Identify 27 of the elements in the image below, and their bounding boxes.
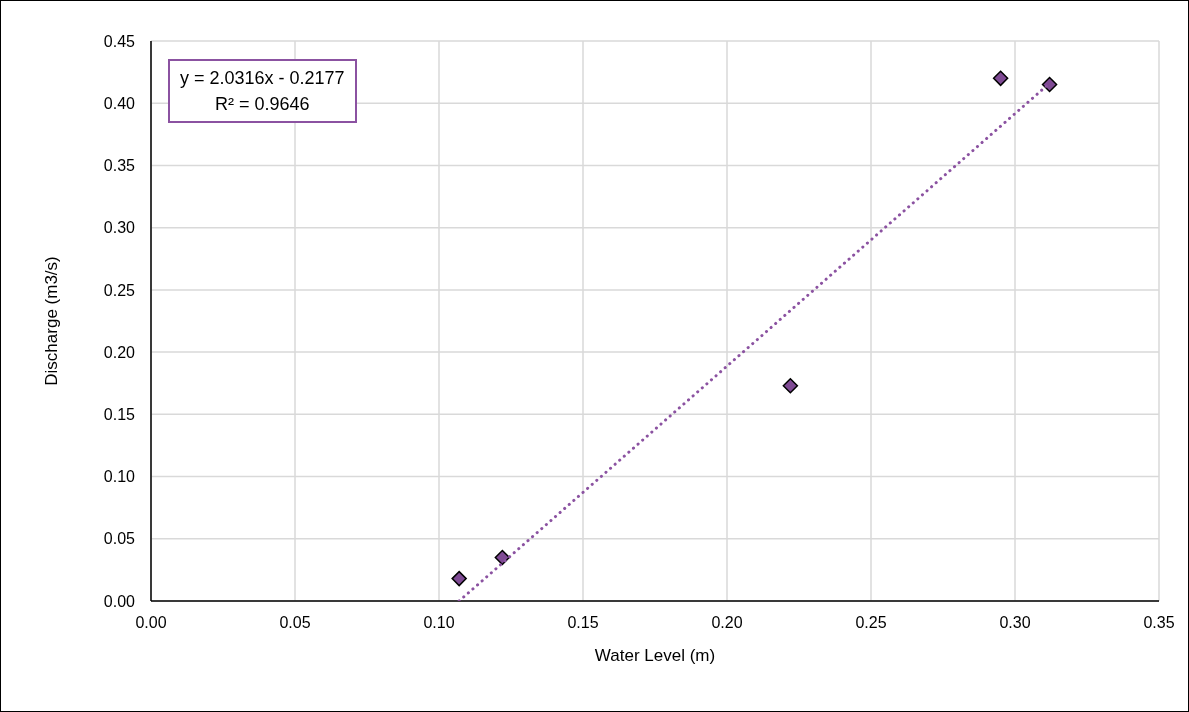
y-axis-title: Discharge (m3/s): [42, 256, 62, 386]
point: [1041, 76, 1058, 93]
x-tick-label: 0.35: [1143, 614, 1175, 632]
x-tick-label: 0.20: [711, 614, 743, 632]
y-tick-label: 0.10: [103, 468, 136, 486]
y-tick-label: 0.35: [103, 157, 136, 175]
x-tick-label: 0.25: [855, 614, 887, 632]
y-tick-label: 0.45: [103, 32, 136, 50]
y-tick-label: 0.30: [103, 219, 136, 237]
x-tick-label: 0.00: [135, 614, 167, 632]
point: [782, 377, 799, 394]
y-tick-label: 0.25: [103, 281, 136, 299]
point: [494, 549, 511, 566]
annotation: y = 2.0316x - 0.2177: [180, 67, 345, 90]
point: [451, 570, 467, 587]
y-tick-label: 0.15: [103, 406, 136, 424]
y-tick-label: 0.20: [103, 343, 136, 361]
x-tick-label: 0.10: [423, 614, 455, 632]
x-axis-title: Water Level (m): [594, 646, 716, 665]
y-tick-label: 0.00: [103, 592, 136, 610]
x-tick-label: 0.30: [999, 614, 1031, 632]
y-tick-label: 0.05: [103, 530, 136, 548]
annotation: R² = 0.9646: [214, 93, 311, 116]
y-tick-label: 0.40: [103, 94, 136, 112]
point: [992, 70, 1009, 87]
x-tick-label: 0.05: [279, 614, 311, 632]
x-tick-label: 0.15: [567, 614, 599, 632]
